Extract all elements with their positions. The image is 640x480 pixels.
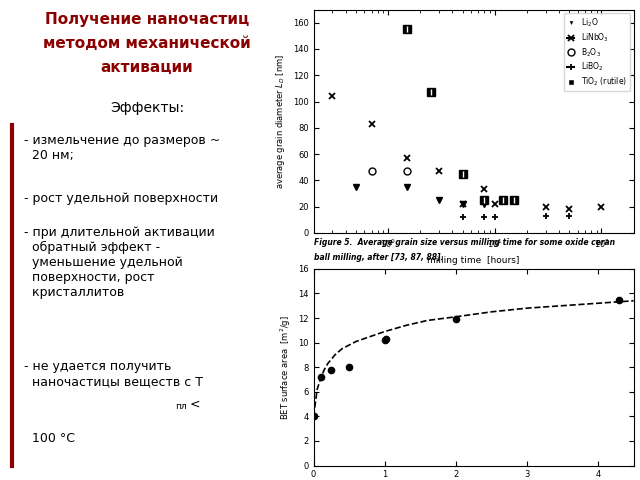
- Legend: Li$_2$O, LiNbO$_3$, B$_2$O$_3$, LiBO$_2$, TiO$_2$ (rutile): Li$_2$O, LiNbO$_3$, B$_2$O$_3$, LiBO$_2$…: [564, 13, 630, 91]
- Text: - измельчение до размеров ~
  20 нм;: - измельчение до размеров ~ 20 нм;: [24, 134, 220, 162]
- Text: методом механической: методом механической: [44, 36, 251, 51]
- Text: пл: пл: [175, 402, 187, 411]
- Text: 100 °C: 100 °C: [24, 432, 74, 445]
- Text: - не удается получить
  наночастицы веществ с T: - не удается получить наночастицы вещест…: [24, 360, 202, 388]
- Y-axis label: average grain diameter $L_D$ [nm]: average grain diameter $L_D$ [nm]: [275, 54, 287, 189]
- X-axis label: milling time  [hours]: milling time [hours]: [428, 256, 520, 264]
- Text: ball milling, after [73, 87, 88].: ball milling, after [73, 87, 88].: [314, 253, 443, 262]
- Text: - рост удельной поверхности: - рост удельной поверхности: [24, 192, 218, 205]
- Text: активации: активации: [101, 60, 193, 75]
- Text: Figure 5.  Average grain size versus milling time for some oxide ceran: Figure 5. Average grain size versus mill…: [314, 238, 614, 247]
- Text: Эффекты:: Эффекты:: [110, 101, 184, 115]
- Text: Получение наночастиц: Получение наночастиц: [45, 12, 250, 27]
- Text: <: <: [190, 397, 200, 410]
- Y-axis label: BET surface area  [m$^2$/g]: BET surface area [m$^2$/g]: [278, 315, 292, 420]
- Text: - при длительной активации
  обратный эффект -
  уменьшение удельной
  поверхнос: - при длительной активации обратный эффе…: [24, 226, 214, 299]
